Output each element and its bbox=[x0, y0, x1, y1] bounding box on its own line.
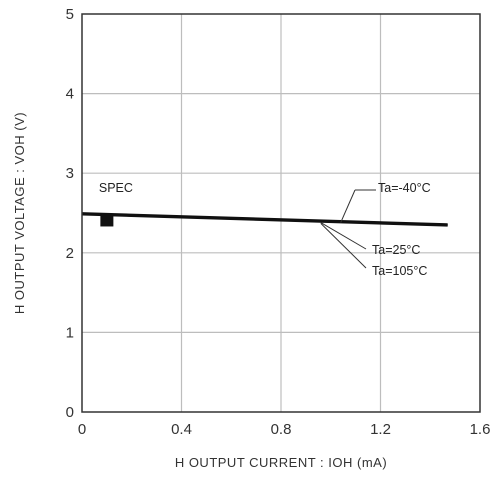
annotation-label: Ta=105°C bbox=[372, 264, 427, 278]
y-tick-label: 2 bbox=[66, 245, 74, 262]
x-axis-label: H OUTPUT CURRENT : IOH (mA) bbox=[175, 455, 387, 470]
tick-labels: 0 0.4 0.8 1.2 1.6 0 1 2 3 4 5 bbox=[66, 6, 491, 438]
series bbox=[81, 212, 448, 227]
x-tick-label: 0 bbox=[78, 421, 86, 438]
series-line bbox=[81, 213, 448, 227]
spec-group: SPEC bbox=[99, 181, 133, 227]
x-tick-label: 0.4 bbox=[171, 421, 192, 438]
y-tick-label: 0 bbox=[66, 404, 74, 421]
annotation-label: Ta=-40°C bbox=[378, 181, 431, 195]
annotations: Ta=-40°C Ta=25°C Ta=105°C bbox=[320, 181, 431, 278]
y-tick-label: 3 bbox=[66, 165, 74, 182]
x-tick-label: 1.2 bbox=[370, 421, 391, 438]
x-tick-label: 0.8 bbox=[271, 421, 292, 438]
annotation-label: Ta=25°C bbox=[372, 243, 420, 257]
spec-label: SPEC bbox=[99, 181, 133, 195]
grid bbox=[82, 14, 480, 412]
y-tick-label: 4 bbox=[66, 86, 74, 103]
annotation-leader bbox=[320, 222, 367, 250]
annotation-leader bbox=[340, 189, 356, 223]
y-tick-label: 1 bbox=[66, 324, 74, 341]
y-axis-label: H OUTPUT VOLTAGE : VOH (V) bbox=[12, 112, 27, 314]
annotation-leader bbox=[320, 222, 367, 269]
spec-marker bbox=[100, 215, 114, 227]
y-tick-label: 5 bbox=[66, 6, 74, 23]
plot-frame bbox=[81, 13, 481, 413]
x-tick-label: 1.6 bbox=[470, 421, 491, 438]
